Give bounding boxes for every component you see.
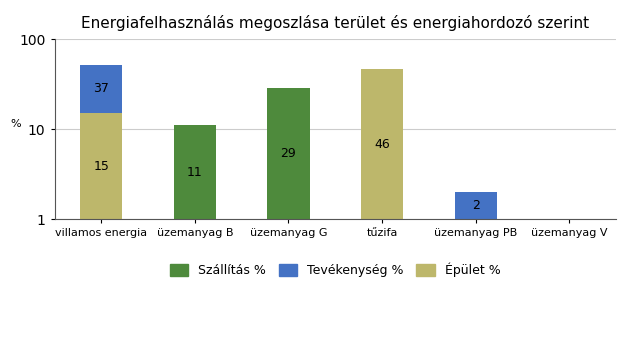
Bar xyxy=(80,113,122,339)
Text: 29: 29 xyxy=(281,147,297,160)
Text: 15: 15 xyxy=(93,160,109,173)
Y-axis label: %: % xyxy=(10,119,21,129)
Legend: Szállítás %, Tevékenység %, Épület %: Szállítás %, Tevékenység %, Épület % xyxy=(165,258,506,282)
Text: 2: 2 xyxy=(472,199,480,212)
Bar xyxy=(455,192,497,339)
Bar xyxy=(80,65,122,113)
Bar xyxy=(268,87,310,339)
Bar xyxy=(361,69,403,339)
Text: 46: 46 xyxy=(374,138,390,151)
Text: 11: 11 xyxy=(187,166,203,179)
Title: Energiafelhasználás megoszlása terület és energiahordozó szerint: Energiafelhasználás megoszlása terület é… xyxy=(81,15,589,31)
Bar xyxy=(174,125,216,339)
Text: 37: 37 xyxy=(93,82,109,96)
